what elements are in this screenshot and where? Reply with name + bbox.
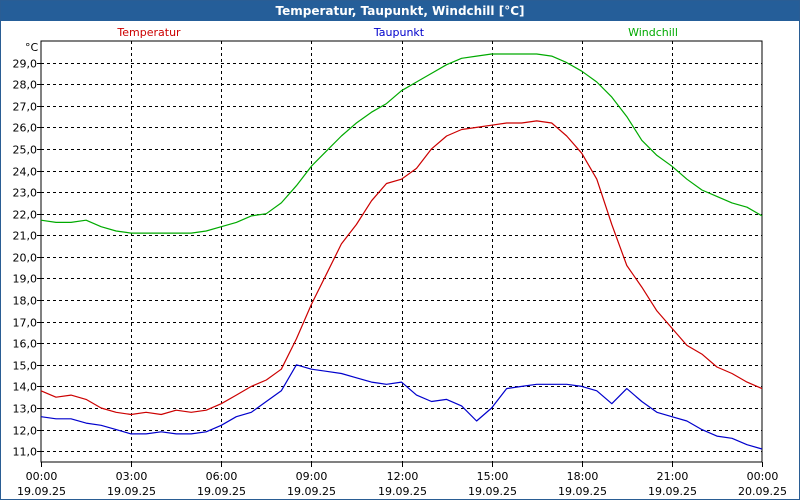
- x-tick-time: 12:00: [387, 470, 419, 483]
- x-tick-time: 00:00: [747, 470, 779, 483]
- y-tick-label: 17,0: [13, 317, 38, 330]
- series-temperatur-line: [40, 120, 763, 416]
- y-tick-label: 25,0: [13, 144, 38, 157]
- y-tick-label: 16,0: [13, 338, 38, 351]
- x-tick-time: 15:00: [477, 470, 509, 483]
- x-tick-time: 06:00: [206, 470, 238, 483]
- y-tick-label: 19,0: [13, 273, 38, 286]
- x-tick-time: 03:00: [116, 470, 148, 483]
- y-tick-label: 12,0: [13, 425, 38, 438]
- series-taupunkt-line: [40, 364, 763, 450]
- y-tick-label: 13,0: [13, 403, 38, 416]
- x-tick-date: 19.09.25: [17, 485, 66, 498]
- x-tick-date: 19.09.25: [287, 485, 336, 498]
- y-tick-label: 28,0: [13, 79, 38, 92]
- y-tick-label: 15,0: [13, 360, 38, 373]
- y-tick-label: 29,0: [13, 58, 38, 71]
- y-axis-label: °C: [25, 41, 39, 54]
- y-tick-label: 26,0: [13, 122, 38, 135]
- y-tick-label: 14,0: [13, 381, 38, 394]
- x-tick-date: 19.09.25: [558, 485, 607, 498]
- y-tick-label: 21,0: [13, 230, 38, 243]
- legend-windchill: Windchill: [628, 26, 678, 39]
- x-tick-time: 18:00: [567, 470, 599, 483]
- x-tick-date: 19.09.25: [107, 485, 156, 498]
- y-tick-label: 11,0: [13, 446, 38, 459]
- x-tick-date: 19.09.25: [648, 485, 697, 498]
- x-tick-date: 19.09.25: [468, 485, 517, 498]
- legend-temperatur: Temperatur: [116, 26, 181, 39]
- series-windchill-line: [40, 53, 763, 234]
- chart-title: Temperatur, Taupunkt, Windchill [°C]: [1, 1, 799, 21]
- x-tick-time: 09:00: [296, 470, 328, 483]
- x-tick-time: 21:00: [657, 470, 689, 483]
- y-tick-label: 20,0: [13, 252, 38, 265]
- x-tick-time: 00:00: [26, 470, 58, 483]
- y-tick-label: 24,0: [13, 166, 38, 179]
- y-tick-label: 27,0: [13, 101, 38, 114]
- legend-taupunkt: Taupunkt: [373, 26, 425, 39]
- x-tick-date: 19.09.25: [378, 485, 427, 498]
- y-tick-label: 23,0: [13, 187, 38, 200]
- plot-area: [40, 40, 763, 463]
- x-tick-date: 20.09.25: [738, 485, 787, 498]
- y-tick-label: 18,0: [13, 295, 38, 308]
- y-tick-label: 22,0: [13, 209, 38, 222]
- x-tick-date: 19.09.25: [197, 485, 246, 498]
